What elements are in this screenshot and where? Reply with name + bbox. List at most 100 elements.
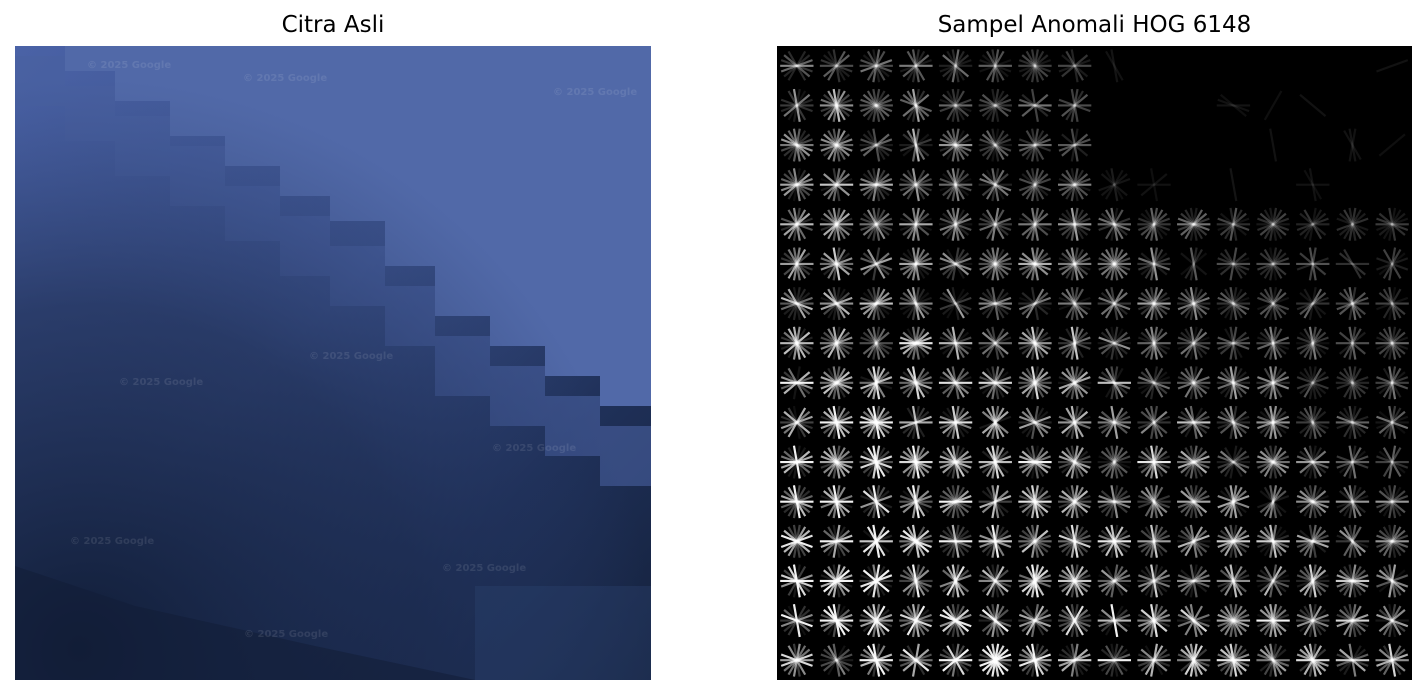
hog-cell [1256, 445, 1290, 479]
hog-orientation-bar [899, 217, 932, 232]
hog-orientation-bar [1065, 288, 1084, 319]
hog-orientation-bar [939, 613, 972, 628]
hog-orientation-bar [827, 50, 846, 81]
hog-cell [1018, 643, 1052, 677]
hog-orientation-bar [1030, 207, 1039, 241]
hog-orientation-bar [1021, 212, 1049, 236]
google-watermark: © 2025 Google [442, 563, 526, 574]
hog-orientation-bar [1018, 177, 1052, 192]
hog-orientation-bar [911, 128, 920, 162]
hog-orientation-bar [1184, 328, 1204, 359]
hog-cell [938, 485, 973, 519]
hog-orientation-bar [1348, 366, 1357, 400]
hog-orientation-bar [951, 207, 960, 241]
hog-orientation-bar [1338, 331, 1366, 355]
hog-cell [1257, 485, 1290, 519]
hog-orientation-bar [1263, 605, 1283, 636]
hog-cell [1375, 207, 1409, 241]
hog-orientation-bar [1338, 648, 1366, 672]
hog-cell [1018, 286, 1052, 321]
hog-orientation-bar [1296, 217, 1329, 232]
hog-orientation-bar [942, 529, 970, 553]
hog-orientation-bar [946, 130, 965, 161]
hog-orientation-bar [1105, 328, 1124, 359]
hog-orientation-bar [1140, 173, 1168, 197]
hog-orientation-bar [1376, 336, 1409, 350]
hog-orientation-bar [1180, 252, 1208, 276]
hog-cell [1216, 405, 1251, 440]
hog-orientation-bar [1180, 212, 1208, 236]
hog-orientation-bar [1336, 217, 1369, 232]
hog-cell [780, 445, 814, 479]
hog-cell [819, 326, 854, 360]
hog-orientation-bar [1070, 207, 1079, 241]
hog-cell [978, 643, 1012, 677]
hog-orientation-bar [832, 49, 841, 83]
hog-orientation-bar [1376, 415, 1409, 430]
hog-orientation-bar [1263, 486, 1283, 517]
hog-orientation-bar [1259, 371, 1287, 395]
hog-cell [1057, 405, 1092, 440]
hog-orientation-bar [823, 54, 851, 78]
hog-cell [938, 168, 973, 202]
hog-orientation-bar [860, 376, 893, 390]
hog-cell [1097, 603, 1132, 638]
hog-orientation-bar [1070, 247, 1079, 281]
hog-orientation-bar [1348, 326, 1357, 360]
hog-orientation-bar [1070, 128, 1079, 162]
hog-orientation-bar [1021, 54, 1049, 78]
hog-orientation-bar [1303, 209, 1323, 240]
hog-cell [1097, 485, 1132, 519]
hog-orientation-bar [860, 257, 893, 271]
hog-orientation-bar [979, 336, 1012, 350]
hog-orientation-bar [946, 209, 965, 240]
hog-orientation-bar [1269, 485, 1278, 519]
hog-orientation-bar [1110, 286, 1119, 321]
hog-orientation-bar [1296, 336, 1329, 350]
hog-orientation-bar [1030, 207, 1039, 241]
hog-orientation-bar [1189, 286, 1198, 321]
hog-orientation-bar [820, 574, 853, 588]
hog-orientation-bar [1144, 209, 1164, 240]
hog-cell [1177, 326, 1211, 360]
hog-orientation-bar [1189, 247, 1198, 281]
hog-cell [859, 445, 893, 479]
hog-orientation-bar [1021, 173, 1049, 197]
hog-cell [1137, 524, 1171, 558]
hog-orientation-bar [1098, 336, 1131, 350]
hog-orientation-bar [985, 209, 1005, 240]
hog-orientation-bar [1388, 485, 1397, 519]
hog-orientation-bar [1343, 367, 1362, 398]
hog-orientation-bar [979, 653, 1012, 667]
hog-orientation-bar [1382, 486, 1402, 517]
hog-orientation-bar [1299, 450, 1327, 474]
hog-orientation-bar [1180, 410, 1208, 434]
hog-cell [1057, 128, 1092, 162]
hog-orientation-bar [1217, 257, 1250, 271]
hog-orientation-bar [981, 410, 1009, 434]
hog-orientation-bar [1343, 526, 1362, 557]
hog-orientation-bar [985, 367, 1005, 398]
hog-cell [1137, 564, 1171, 598]
hog-cell [938, 405, 973, 440]
hog-orientation-bar [951, 128, 960, 162]
hog-cell [1296, 326, 1330, 360]
hog-orientation-bar [1217, 336, 1250, 350]
hog-orientation-bar [862, 93, 890, 117]
hog-orientation-bar [946, 169, 965, 200]
hog-orientation-bar [1296, 613, 1329, 628]
hog-orientation-bar [780, 613, 813, 628]
hog-cell [1105, 49, 1124, 83]
hog-orientation-bar [1348, 445, 1357, 479]
hog-orientation-bar [979, 217, 1012, 232]
hog-orientation-bar [1150, 524, 1159, 558]
hog-orientation-bar [942, 410, 970, 434]
hog-orientation-bar [1336, 296, 1369, 311]
hog-orientation-bar [1378, 133, 1406, 157]
hog-orientation-bar [1382, 209, 1402, 240]
hog-orientation-bar [780, 217, 813, 232]
hog-cell [1137, 168, 1171, 202]
hog-orientation-bar [1308, 286, 1317, 321]
hog-orientation-bar [1065, 526, 1084, 557]
hog-orientation-bar [1388, 247, 1397, 281]
